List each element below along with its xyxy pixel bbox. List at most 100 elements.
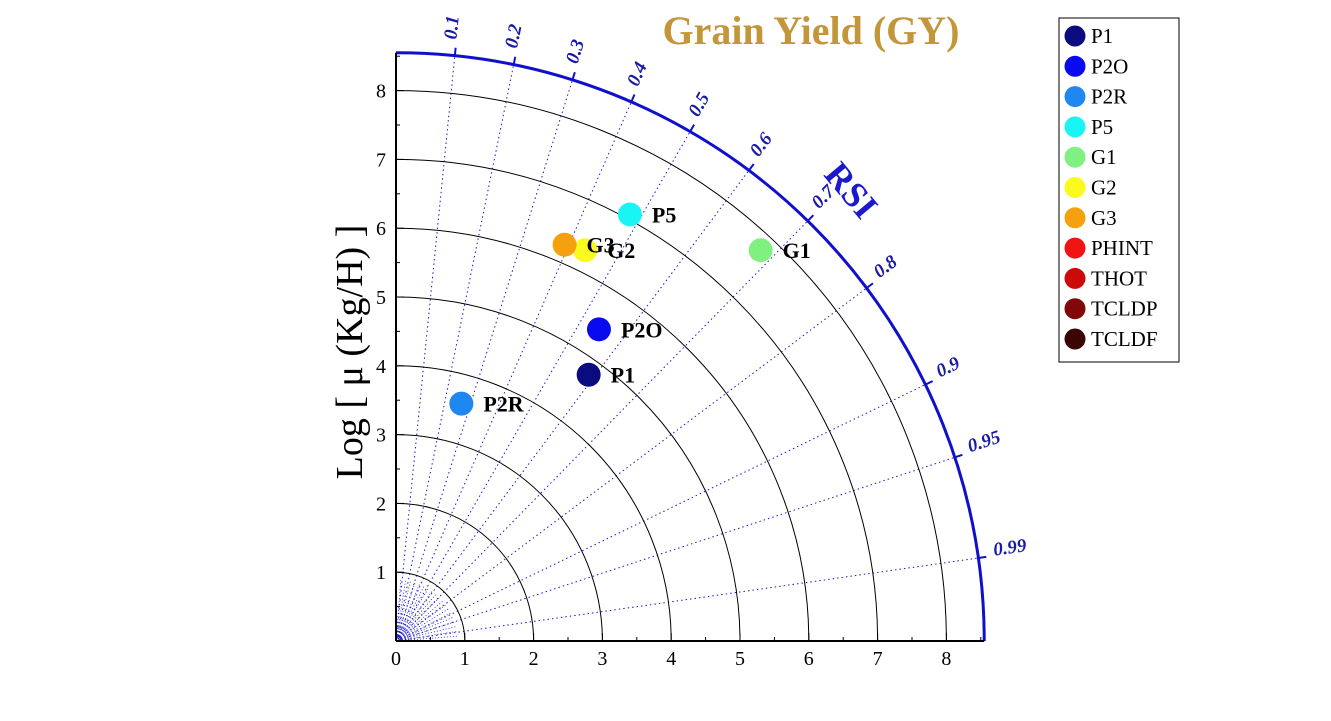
rsi-grid-ray xyxy=(395,557,979,642)
rsi-tick-mark xyxy=(689,124,695,133)
rsi-grid-ray-minor xyxy=(395,612,452,642)
legend-label: G1 xyxy=(1091,145,1117,169)
rsi-grid-ray-minor xyxy=(395,626,457,642)
rsi-grid-ray-minor xyxy=(395,581,416,642)
rsi-tick-mark xyxy=(865,282,874,289)
data-point-label: P1 xyxy=(611,363,635,388)
radial-arc xyxy=(395,571,466,642)
data-point-label: G2 xyxy=(607,238,635,263)
rsi-tick-label: 0.4 xyxy=(623,59,652,89)
legend-marker xyxy=(1064,116,1086,138)
data-point xyxy=(586,317,611,342)
rsi-tick-label: 0.2 xyxy=(501,22,526,50)
legend-marker xyxy=(1064,237,1086,259)
rsi-grid-ray xyxy=(395,220,809,642)
rsi-tick-mark xyxy=(571,71,576,81)
data-point-label: G3 xyxy=(587,233,615,258)
legend-label: G3 xyxy=(1091,206,1117,230)
legend-label: P2R xyxy=(1091,85,1127,109)
legend-marker xyxy=(1064,298,1086,320)
rsi-grid-ray-minor xyxy=(395,621,456,642)
rsi-tick-label: 0.99 xyxy=(992,535,1028,561)
y-tick-label: 2 xyxy=(376,493,386,515)
y-tick-label: 8 xyxy=(376,81,386,103)
tick-labels-layer: 0 1 1 2 2 3 3 4 4 5 5 6 6 7 7 8 8 xyxy=(376,81,951,670)
y-tick-label: 4 xyxy=(376,356,386,378)
data-point-label: P2R xyxy=(483,392,524,417)
legend-label: G2 xyxy=(1091,176,1117,200)
legend-marker xyxy=(1064,177,1086,198)
legend-entries: P1 P2O P2R P5 G1 G2 G3 PHINT THOT TCLDP TCLDF xyxy=(1064,24,1158,351)
radial-arc xyxy=(395,227,810,642)
y-tick-label: 6 xyxy=(376,218,386,240)
data-point xyxy=(748,238,773,263)
rsi-outer-arc xyxy=(395,51,986,642)
rsi-tick-label: 0.6 xyxy=(746,129,777,161)
rsi-grid-ray-minor xyxy=(395,583,421,642)
rsi-grid-ray xyxy=(395,384,926,642)
legend-label: THOT xyxy=(1091,266,1147,290)
data-point-label: P2O xyxy=(621,317,663,342)
y-tick-label: 5 xyxy=(376,287,386,309)
legend-label: PHINT xyxy=(1091,236,1153,260)
data-point-label: P5 xyxy=(652,202,676,227)
legend: P1 P2O P2R P5 G1 G2 G3 PHINT THOT TCLDP TCLDF xyxy=(1058,17,1180,363)
rsi-grid-ray xyxy=(395,456,955,642)
legend-label: TCLDP xyxy=(1091,297,1158,321)
rsi-grid-ray-minor xyxy=(395,579,407,642)
data-point xyxy=(576,362,601,387)
rsi-tick-mark xyxy=(954,453,963,459)
legend-marker xyxy=(1064,328,1086,350)
rsi-tick-mark xyxy=(807,214,815,222)
legend-marker xyxy=(1064,146,1086,168)
radial-arc xyxy=(395,90,947,642)
rsi-grid-ray-minor xyxy=(395,608,450,642)
rsi-grid-ray xyxy=(395,64,515,642)
data-point xyxy=(552,232,577,257)
rsi-grid-ray-minor xyxy=(395,600,444,642)
data-point xyxy=(617,202,642,227)
x-tick-label: 6 xyxy=(804,648,814,670)
radial-arc xyxy=(395,296,741,642)
rsi-labels-layer: 0.1 0.20.30.40.50.60.70.80.90.950.99 xyxy=(441,15,1029,561)
y-tick-label: 3 xyxy=(376,425,386,447)
axes-layer xyxy=(395,51,986,642)
x-tick-label: 7 xyxy=(873,648,883,670)
legend-label: P5 xyxy=(1091,115,1113,139)
radial-arc xyxy=(395,365,672,642)
rsi-tick-mark xyxy=(512,56,517,65)
radial-arc xyxy=(395,502,535,642)
rsi-tick-label: 0.8 xyxy=(870,251,902,282)
legend-marker xyxy=(1064,86,1086,108)
rsi-grid-ray xyxy=(395,55,456,642)
rsi-grid-ray-minor xyxy=(395,579,402,642)
rsi-grid-ray-minor xyxy=(395,630,458,642)
x-tick-label: 3 xyxy=(597,648,607,670)
rsi-tick-mark xyxy=(924,380,934,386)
legend-marker xyxy=(1064,207,1086,229)
y-tick-label: 7 xyxy=(376,149,386,171)
legend-marker xyxy=(1064,55,1086,77)
data-point xyxy=(449,391,474,416)
x-tick-label: 8 xyxy=(941,648,951,670)
rsi-grid-ray-minor xyxy=(395,616,454,642)
rsi-tick-mark xyxy=(748,163,755,172)
x-tick-label: 1 xyxy=(460,648,470,670)
rsi-tick-label: 0.3 xyxy=(562,37,589,66)
y-tick-label: 1 xyxy=(376,562,386,584)
rsi-grid-ray-minor xyxy=(395,593,437,642)
rsi-grid-ray-minor xyxy=(395,596,441,642)
data-point xyxy=(573,238,598,263)
rsi-grid-ray-minor xyxy=(395,604,447,642)
rsi-tick-label: 0.5 xyxy=(684,89,714,121)
radial-arc xyxy=(395,434,603,642)
rsi-grid-ray-minor xyxy=(395,585,425,642)
legend-marker xyxy=(1064,267,1086,289)
x-tick-label: 4 xyxy=(666,648,676,670)
rsi-tick-label: 0.95 xyxy=(965,427,1004,457)
rsi-tick-mark xyxy=(453,47,457,56)
rsi-tick-mark xyxy=(630,94,636,103)
grid-layer xyxy=(395,55,979,642)
